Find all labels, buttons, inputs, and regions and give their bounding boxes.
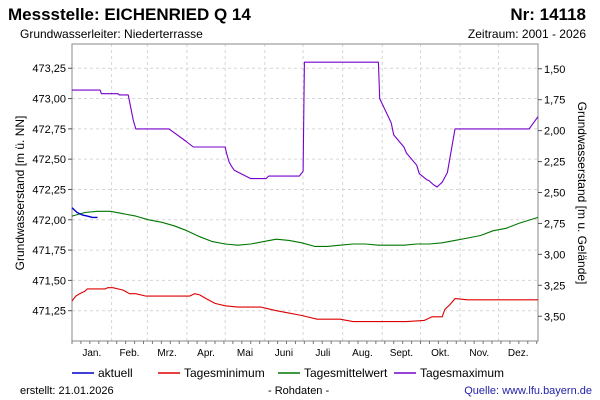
x-tick-label: Juni (275, 348, 293, 359)
series-line-aktuell (71, 207, 98, 219)
y-tick-label-right: 1,75 (544, 95, 565, 107)
x-tick-label: Feb. (119, 348, 139, 359)
series-line-tagesmaximum (72, 61, 539, 188)
legend-label: aktuell (98, 366, 133, 380)
x-tick-label: Jan. (82, 348, 101, 359)
x-tick-label: Mai (237, 348, 253, 359)
y-tick-label-left: 472,00 (32, 215, 66, 227)
period-label: Zeitraum: 2001 - 2026 (467, 27, 586, 41)
y-axis-left-title: Grundwasserstand [m ü. NN] (13, 116, 27, 271)
source-link[interactable]: Quelle: www.lfu.bayern.de (464, 385, 592, 397)
aquifer-label: Grundwasserleiter: Niederterrasse (20, 27, 203, 41)
raw-data-note: - Rohdaten - (268, 385, 330, 397)
y-tick-label-left: 472,25 (32, 184, 66, 196)
x-tick-label: Mrz. (157, 348, 176, 359)
y-tick-label-left: 472,50 (32, 154, 66, 166)
y-tick-label-right: 3,50 (544, 311, 565, 323)
plot-frame (71, 43, 539, 342)
y-tick-label-right: 3,00 (544, 249, 565, 261)
y-tick-label-right: 2,75 (544, 218, 565, 230)
y-tick-label-left: 473,25 (32, 63, 66, 75)
y-tick-label-left: 472,75 (32, 124, 66, 136)
x-tick-label: Sept. (390, 348, 413, 359)
y-tick-label-right: 2,25 (544, 157, 565, 169)
x-tick-label: Aug. (352, 348, 373, 359)
y-tick-label-right: 2,50 (544, 188, 565, 200)
legend-label: Tagesmittelwert (304, 366, 388, 380)
y-tick-label-right: 1,50 (544, 64, 565, 76)
y-tick-label-left: 471,50 (32, 275, 66, 287)
legend-label: Tagesmaximum (420, 366, 504, 380)
legend-label: Tagesminimum (184, 366, 265, 380)
x-tick-label: Dez. (508, 348, 529, 359)
x-tick-label: Okt. (431, 348, 449, 359)
series-line-tagesmittelwert (71, 210, 539, 247)
x-tick-label: Apr. (197, 348, 215, 359)
x-tick-label: Nov. (469, 348, 489, 359)
y-tick-label-right: 3,25 (544, 280, 565, 292)
y-tick-label-left: 473,00 (32, 94, 66, 106)
y-tick-label-left: 471,75 (32, 245, 66, 257)
y-tick-label-right: 2,00 (544, 126, 565, 138)
y-axis-right-title: Grundwasserstand [m u. Gelände] (575, 102, 589, 285)
station-number: Nr: 14118 (510, 5, 586, 24)
series-line-tagesminimum (71, 287, 538, 323)
y-tick-label-left: 471,25 (32, 306, 66, 318)
x-tick-label: Juli (315, 348, 330, 359)
page-title: Messstelle: EICHENRIED Q 14 (8, 5, 251, 24)
created-date: erstellt: 21.01.2026 (20, 385, 114, 397)
